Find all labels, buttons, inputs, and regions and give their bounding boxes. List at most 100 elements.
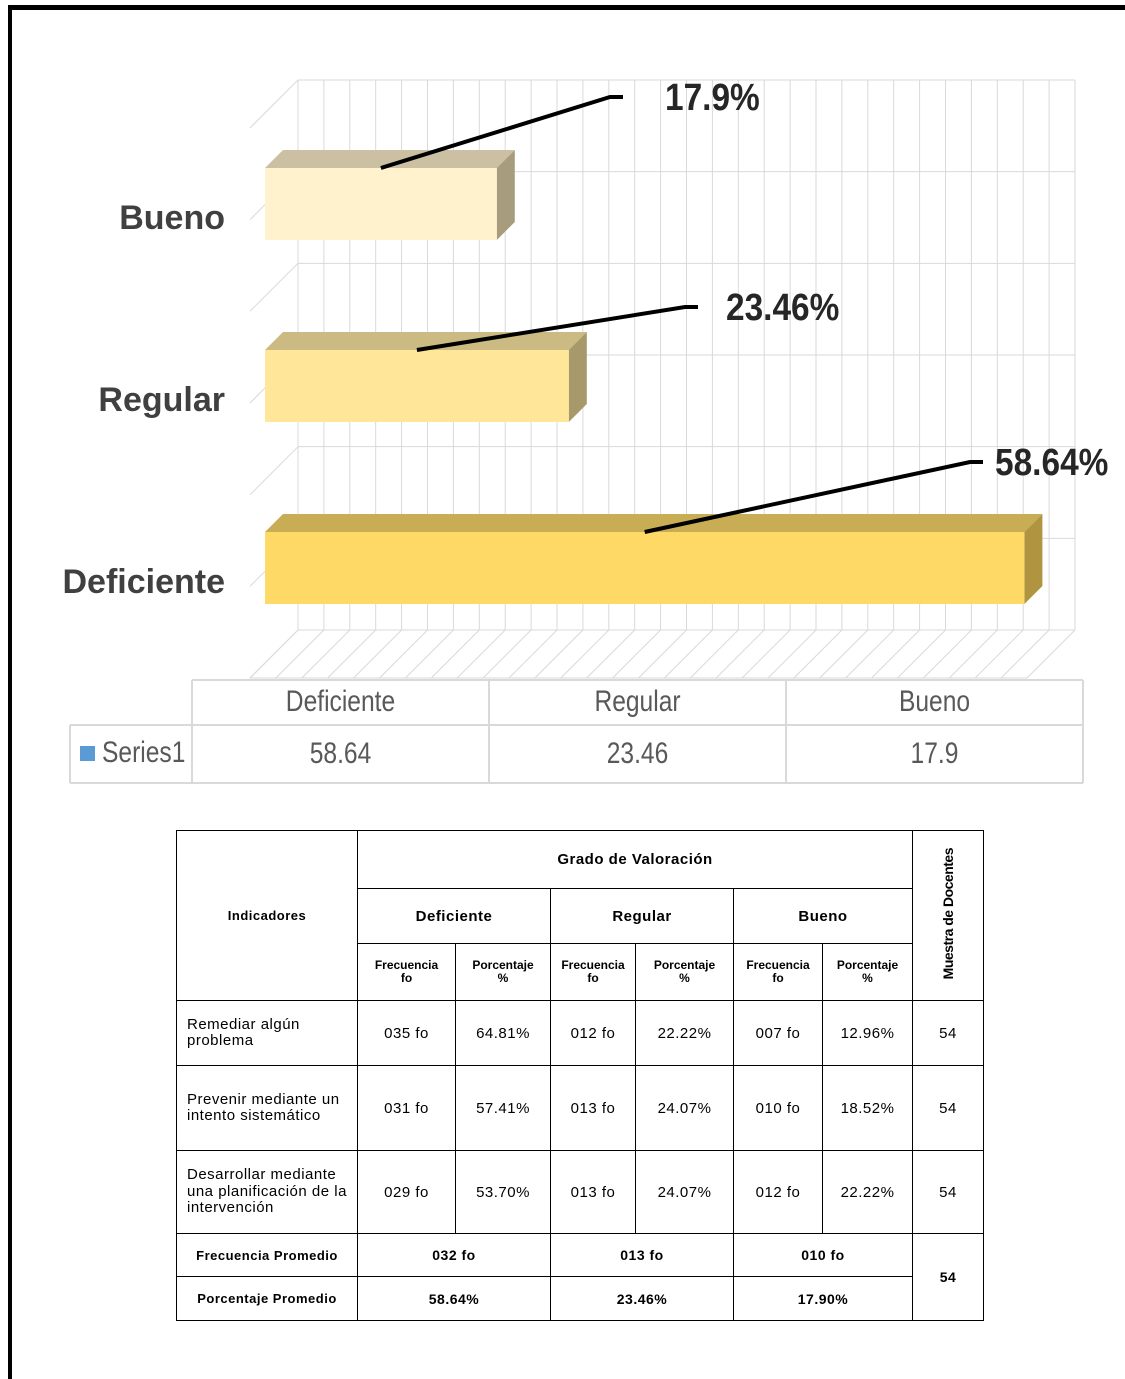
cell: 012 fo xyxy=(733,1150,823,1234)
table-row: Prevenir mediante un intento sistemático… xyxy=(176,1065,985,1151)
floor-grid-line xyxy=(327,629,377,679)
cell: 64.81% xyxy=(455,1000,551,1066)
leader-line xyxy=(380,95,623,170)
floor-grid-line xyxy=(534,629,584,679)
cell: 22.22% xyxy=(821,1150,914,1234)
results-table: Indicadores Grado de Valoración Muestra … xyxy=(176,830,985,1321)
sample: 54 xyxy=(912,1150,985,1234)
summary-cell: 032 fo xyxy=(357,1233,551,1277)
subheader: Porcentaje% xyxy=(821,943,914,1001)
cell: 012 fo xyxy=(550,1000,636,1066)
leader-line xyxy=(416,305,698,352)
floor-grid-line xyxy=(612,629,661,679)
floor-grid-line xyxy=(948,629,998,679)
subheader-label: Frecuencia xyxy=(374,958,439,973)
table-value: 17.9 xyxy=(911,736,959,770)
floor-grid-line xyxy=(275,629,325,679)
bar xyxy=(265,168,497,240)
floor-grid-line xyxy=(353,629,402,679)
subheader-label: Frecuencia xyxy=(561,958,625,973)
table-value: 58.64 xyxy=(310,736,372,770)
cell: 013 fo xyxy=(550,1150,636,1234)
floor-grid-line xyxy=(301,629,351,679)
data-label: 58.64% xyxy=(995,441,1108,483)
sample: 54 xyxy=(912,1000,985,1066)
table-row: Remediar algún problema 035 fo 64.81% 012 f… xyxy=(176,1000,985,1066)
floor-grid-line xyxy=(845,629,895,679)
subheader: Frecuencia fo xyxy=(733,943,823,1001)
chart: Deficiente 58.64% Regular 23.46% Bueno 17.9% S… xyxy=(63,76,1108,784)
bar-side xyxy=(568,332,587,422)
category-label: Bueno xyxy=(119,199,225,237)
summary-cell: 58.64% xyxy=(357,1276,551,1321)
category-label: Regular xyxy=(98,381,225,419)
subheader-unit: % xyxy=(679,971,690,985)
floor-grid-line xyxy=(586,629,636,679)
table-value: 23.46 xyxy=(607,736,669,770)
cell: 22.22% xyxy=(635,1000,734,1066)
cell: 57.41% xyxy=(455,1065,551,1151)
table-category: Bueno xyxy=(899,684,970,718)
bar xyxy=(265,350,569,422)
cell: 035 fo xyxy=(357,1000,456,1066)
bar-top xyxy=(265,150,515,168)
summary-label: Frecuencia Promedio xyxy=(176,1233,358,1277)
bar-side xyxy=(496,150,515,240)
floor-grid-line xyxy=(793,629,843,679)
side-wall-line xyxy=(249,79,299,129)
floor-grid-line xyxy=(560,629,610,679)
group-header: Deficiente xyxy=(357,888,551,944)
sample: 54 xyxy=(912,1065,985,1151)
floor-grid-line xyxy=(871,629,920,679)
summary-cell: 17.90% xyxy=(732,1276,914,1321)
subheader-row: Frecuencia fo Porcentaje% Frecuencia fo Porce… xyxy=(177,943,984,1001)
subheader: Frecuencia fo xyxy=(357,943,456,1001)
subheader-unit: % xyxy=(497,971,509,985)
summary-cell: 23.46% xyxy=(550,1276,734,1321)
sample-header-cell: Muestra de Docentes xyxy=(912,830,985,1001)
bar-top xyxy=(265,514,1043,532)
cell: 013 fo xyxy=(550,1065,636,1151)
floor-grid-line xyxy=(897,629,946,679)
cell: 24.07% xyxy=(635,1150,734,1234)
floor-grid-line xyxy=(638,629,687,679)
floor-grid-line xyxy=(1026,629,1076,679)
cell: 53.70% xyxy=(455,1150,551,1234)
frame-top xyxy=(8,5,1125,10)
cell: 029 fo xyxy=(357,1150,456,1234)
subheader-label: Porcentaje xyxy=(836,958,899,973)
indicator: Desarrollar mediante una planificación d… xyxy=(176,1150,358,1234)
legend-key xyxy=(80,746,95,761)
floor-grid-line xyxy=(715,629,765,679)
summary-cell: 010 fo xyxy=(732,1233,914,1277)
table-row: Desarrollar mediante una planificación d… xyxy=(176,1150,985,1234)
sample-header: Muestra de Docentes xyxy=(940,847,957,980)
data-label: 17.9% xyxy=(665,76,760,118)
indicator: Prevenir mediante un intento sistemático xyxy=(176,1065,358,1151)
floor-grid-line xyxy=(923,629,972,679)
subheader: Frecuencia fo xyxy=(550,943,636,1001)
floor-grid-line xyxy=(1000,629,1050,679)
floor-grid-line xyxy=(430,629,480,679)
indicator-header: Indicadores xyxy=(176,830,358,1001)
bar xyxy=(265,532,1025,604)
legend-label: Series1 xyxy=(102,735,185,769)
summary-cell: 013 fo xyxy=(550,1233,734,1277)
cell: 031 fo xyxy=(357,1065,456,1151)
floor-grid-line xyxy=(741,629,791,679)
cell: 007 fo xyxy=(733,1000,823,1066)
group-header: Bueno xyxy=(732,888,914,944)
subheader-unit: fo xyxy=(772,971,784,985)
leader-line xyxy=(644,460,983,534)
subheader-label: Porcentaje xyxy=(653,958,716,973)
subheader-unit: fo xyxy=(400,971,413,985)
group-header: Regular xyxy=(550,888,734,944)
table-body: Remediar algún problema 035 fo 64.81% 012 f… xyxy=(176,1000,985,1234)
data-label: 23.46% xyxy=(726,286,839,328)
floor-grid-line xyxy=(405,629,454,679)
subheader: Porcentaje% xyxy=(635,943,734,1001)
side-wall-line xyxy=(249,446,299,496)
table-category: Deficiente xyxy=(286,684,395,718)
